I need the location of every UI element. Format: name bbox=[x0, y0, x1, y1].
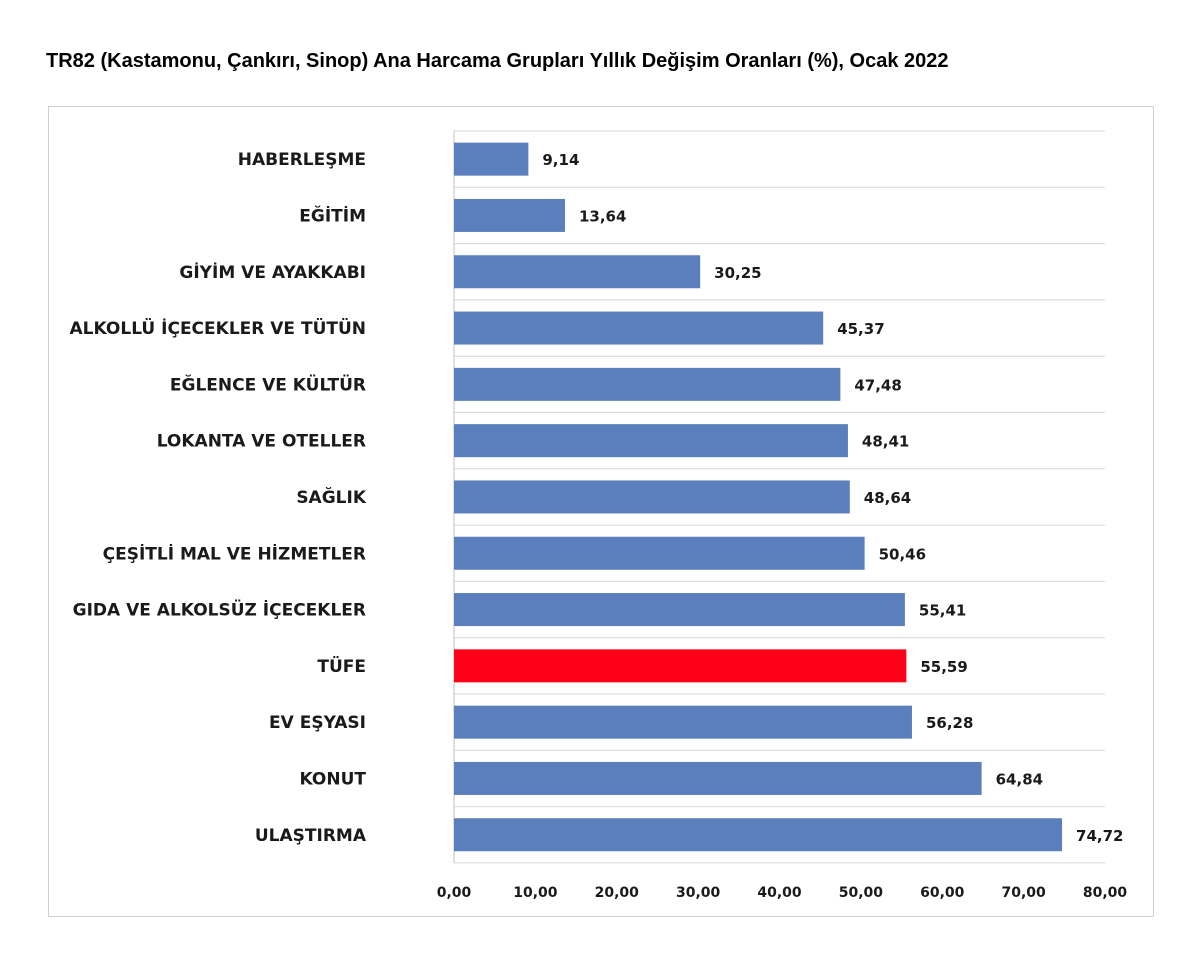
x-tick-label: 30,00 bbox=[676, 885, 721, 901]
x-tick-label: 10,00 bbox=[513, 885, 558, 901]
x-tick-label: 50,00 bbox=[839, 885, 884, 901]
bar bbox=[454, 480, 850, 514]
bar bbox=[454, 367, 841, 401]
value-label: 47,48 bbox=[854, 376, 901, 394]
value-label: 48,41 bbox=[862, 433, 909, 451]
value-label: 48,64 bbox=[864, 489, 911, 507]
value-label: 30,25 bbox=[714, 264, 761, 282]
bar bbox=[454, 255, 701, 289]
bar bbox=[454, 198, 565, 232]
value-label: 74,72 bbox=[1076, 827, 1123, 845]
bar bbox=[454, 818, 1063, 852]
category-label: EĞLENCE VE KÜLTÜR bbox=[170, 373, 366, 395]
chart-title: TR82 (Kastamonu, Çankırı, Sinop) Ana Har… bbox=[46, 50, 949, 72]
x-tick-label: 20,00 bbox=[595, 885, 640, 901]
x-tick-label: 60,00 bbox=[920, 885, 965, 901]
value-label: 45,37 bbox=[837, 320, 884, 338]
value-label: 55,41 bbox=[919, 602, 966, 620]
value-label: 56,28 bbox=[926, 714, 973, 732]
category-label: SAĞLIK bbox=[296, 486, 367, 508]
bar bbox=[454, 424, 848, 458]
category-label: LOKANTA VE OTELLER bbox=[157, 432, 366, 452]
category-label: ULAŞTIRMA bbox=[255, 826, 367, 846]
chart-frame bbox=[48, 106, 1154, 917]
bar bbox=[454, 142, 529, 176]
bar bbox=[454, 536, 865, 570]
bar bbox=[454, 311, 824, 345]
category-label: GIDA VE ALKOLSÜZ İÇECEKLER bbox=[73, 599, 366, 621]
x-tick-label: 80,00 bbox=[1083, 885, 1128, 901]
category-label: EV EŞYASI bbox=[269, 713, 366, 733]
bar-highlight bbox=[454, 649, 907, 683]
bar bbox=[454, 705, 912, 739]
x-tick-label: 40,00 bbox=[757, 885, 802, 901]
value-label: 9,14 bbox=[542, 151, 579, 169]
category-label: EĞİTİM bbox=[299, 204, 366, 226]
value-label: 55,59 bbox=[920, 658, 967, 676]
bar bbox=[454, 761, 982, 795]
value-label: 50,46 bbox=[879, 545, 926, 563]
category-label: HABERLEŞME bbox=[238, 150, 366, 170]
category-label: ALKOLLÜ İÇECEKLER VE TÜTÜN bbox=[70, 317, 366, 339]
value-label: 13,64 bbox=[579, 207, 626, 225]
category-label: ÇEŞİTLİ MAL VE HİZMETLER bbox=[103, 542, 366, 564]
x-tick-label: 70,00 bbox=[1001, 885, 1046, 901]
x-tick-label: 0,00 bbox=[437, 885, 472, 901]
category-label: GİYİM VE AYAKKABI bbox=[179, 261, 366, 283]
value-label: 64,84 bbox=[996, 770, 1043, 788]
bar bbox=[454, 593, 905, 627]
category-label: KONUT bbox=[300, 769, 367, 789]
category-label: TÜFE bbox=[317, 655, 366, 677]
